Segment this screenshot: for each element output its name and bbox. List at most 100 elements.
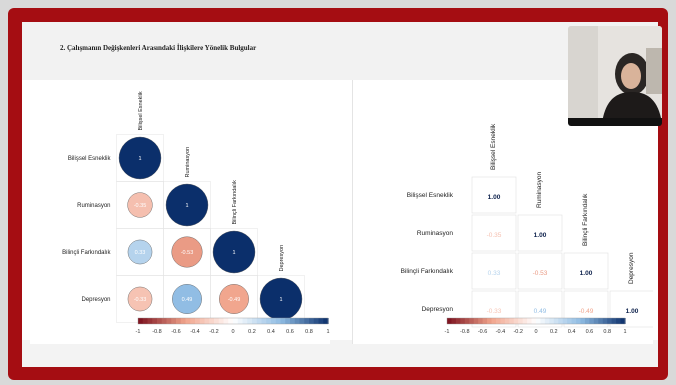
corr2-colorbar-tick: 1 xyxy=(623,329,626,335)
corr1-colorbar-segment xyxy=(147,318,153,324)
corr1-colorbar-segment xyxy=(271,318,277,324)
corr2-colorbar-tick: -0.8 xyxy=(460,329,469,335)
corr-row-label: Bilişsel Esneklik xyxy=(68,156,112,162)
corr-value-label: 1 xyxy=(138,156,141,162)
corr1-colorbar-segment xyxy=(304,318,310,324)
circle-correlation-panel: Bilişsel Esneklik Bilişsel Esneklik 1 Rumin… xyxy=(30,80,330,344)
corr-row-label: Bilinçli Farkındalık xyxy=(62,250,111,256)
corr2-colorbar-tick: -0.2 xyxy=(513,329,522,335)
corr-circle xyxy=(219,284,249,314)
corr1-colorbar-segment xyxy=(209,318,215,324)
corr1-colorbar-segment xyxy=(228,318,234,324)
corr1-colorbar-segment xyxy=(176,318,182,324)
corr1-colorbar-tick: 0.2 xyxy=(248,329,256,335)
corr1-colorbar-segment xyxy=(280,318,286,324)
corr1-colorbar-segment xyxy=(309,318,315,324)
table-cell xyxy=(517,214,563,252)
corr1-colorbar-segment xyxy=(313,318,320,324)
corr1-colorbar-tick: -1 xyxy=(136,329,141,335)
corr1-colorbar-segment xyxy=(157,318,163,324)
corr-circle xyxy=(172,284,202,314)
table-value-label: -0.33 xyxy=(487,308,502,315)
corr1-colorbar-segment xyxy=(214,318,220,324)
corr-row-label: Depresyon xyxy=(81,297,110,303)
corr2-colorbar-segment xyxy=(504,318,510,324)
corr1-colorbar-segment xyxy=(256,318,263,324)
corr2-colorbar-segment xyxy=(558,318,564,324)
corr1-colorbar-segment xyxy=(266,318,272,324)
corr2-colorbar-tick: 0.8 xyxy=(603,329,611,335)
corr2-colorbar-segment xyxy=(598,318,604,324)
table-cell xyxy=(471,176,517,214)
table-column-label: Ruminasyon xyxy=(536,171,543,208)
corr2-colorbar-segment xyxy=(584,318,590,324)
corr-value-label: -0.53 xyxy=(181,250,194,256)
corr2-colorbar-segment xyxy=(460,318,466,324)
corr2-colorbar-segment xyxy=(611,318,617,324)
corr2-colorbar-segment xyxy=(616,318,622,324)
corr2-colorbar-segment xyxy=(522,318,528,324)
corr2-colorbar-segment xyxy=(553,318,559,324)
corr2-colorbar-segment xyxy=(513,318,519,324)
corr-value-label: 0.33 xyxy=(135,250,146,256)
corr2-colorbar-segment xyxy=(607,318,613,324)
table-value-label: -0.53 xyxy=(533,270,548,277)
corr2-colorbar-segment xyxy=(549,318,555,324)
corr2-colorbar-segment xyxy=(567,318,573,324)
corr-circle xyxy=(118,136,162,180)
corr1-colorbar-segment xyxy=(204,318,210,324)
corr1-colorbar-segment xyxy=(223,318,229,324)
corr2-colorbar-segment xyxy=(527,318,533,324)
corr-column-label: Depresyon xyxy=(279,245,285,272)
table-correlation-chart: Bilişsel Esneklik Bilişsel Esneklik 1.00 Ru… xyxy=(401,123,655,335)
table-value-label: 0.49 xyxy=(534,308,547,315)
table-value-label: 1.00 xyxy=(534,232,547,239)
corr-circle xyxy=(171,236,203,268)
table-cell xyxy=(471,252,517,290)
corr2-colorbar-segment xyxy=(447,318,453,324)
corr1-colorbar-segment xyxy=(190,318,196,324)
corr2-colorbar-segment xyxy=(509,318,515,324)
corr-circle xyxy=(165,183,209,227)
corr2-colorbar-segment xyxy=(464,318,470,324)
table-row-label: Bilişsel Esneklik xyxy=(407,192,454,199)
corr-value-label: 1 xyxy=(279,297,282,303)
corr-value-label: 0.49 xyxy=(182,297,193,303)
corr2-colorbar-segment xyxy=(491,318,497,324)
table-value-label: 1.00 xyxy=(580,270,593,277)
corr1-colorbar-tick: 0.6 xyxy=(286,329,294,335)
corr1-colorbar-tick: 1 xyxy=(326,329,329,335)
table-value-label: 1.00 xyxy=(626,308,639,315)
corr1-colorbar-segment xyxy=(171,318,177,324)
corr2-colorbar-segment xyxy=(455,318,461,324)
corr2-colorbar-segment xyxy=(620,318,626,324)
corr2-colorbar-segment xyxy=(518,318,524,324)
corr-circle xyxy=(127,239,153,265)
corr1-colorbar-tick: -0.8 xyxy=(152,329,161,335)
corr2-colorbar-segment xyxy=(540,318,546,324)
corr1-colorbar-border xyxy=(137,317,329,325)
corr2-colorbar-segment xyxy=(473,318,479,324)
corr-value-label: 1 xyxy=(185,203,188,209)
table-value-label: -0.35 xyxy=(487,232,502,239)
table-cell xyxy=(563,252,609,290)
corr2-colorbar-tick: -0.6 xyxy=(478,329,487,335)
corr1-colorbar-segment xyxy=(323,318,329,324)
table-column-label: Bilişsel Esneklik xyxy=(490,123,497,170)
corr2-colorbar-segment xyxy=(487,318,493,324)
corr1-colorbar-tick: 0 xyxy=(231,329,234,335)
corr1-colorbar-tick: 0.4 xyxy=(267,329,275,335)
presenter-video[interactable] xyxy=(568,26,662,123)
corr1-colorbar-segment xyxy=(185,318,191,324)
corr2-colorbar-segment xyxy=(536,318,542,324)
corr2-colorbar-segment xyxy=(500,318,506,324)
corr1-colorbar-segment xyxy=(299,318,305,324)
table-row-label: Depresyon xyxy=(422,306,454,313)
table-value-label: 1.00 xyxy=(488,194,501,201)
circle-correlation-chart: Bilişsel Esneklik Bilişsel Esneklik 1 Rumin… xyxy=(62,91,329,335)
corr2-colorbar-tick: 0.2 xyxy=(550,329,558,335)
corr1-colorbar-segment xyxy=(294,318,301,324)
corr1-colorbar-tick: 0.8 xyxy=(305,329,313,335)
table-row-label: Ruminasyon xyxy=(417,230,454,237)
corr2-colorbar-segment xyxy=(544,318,550,324)
